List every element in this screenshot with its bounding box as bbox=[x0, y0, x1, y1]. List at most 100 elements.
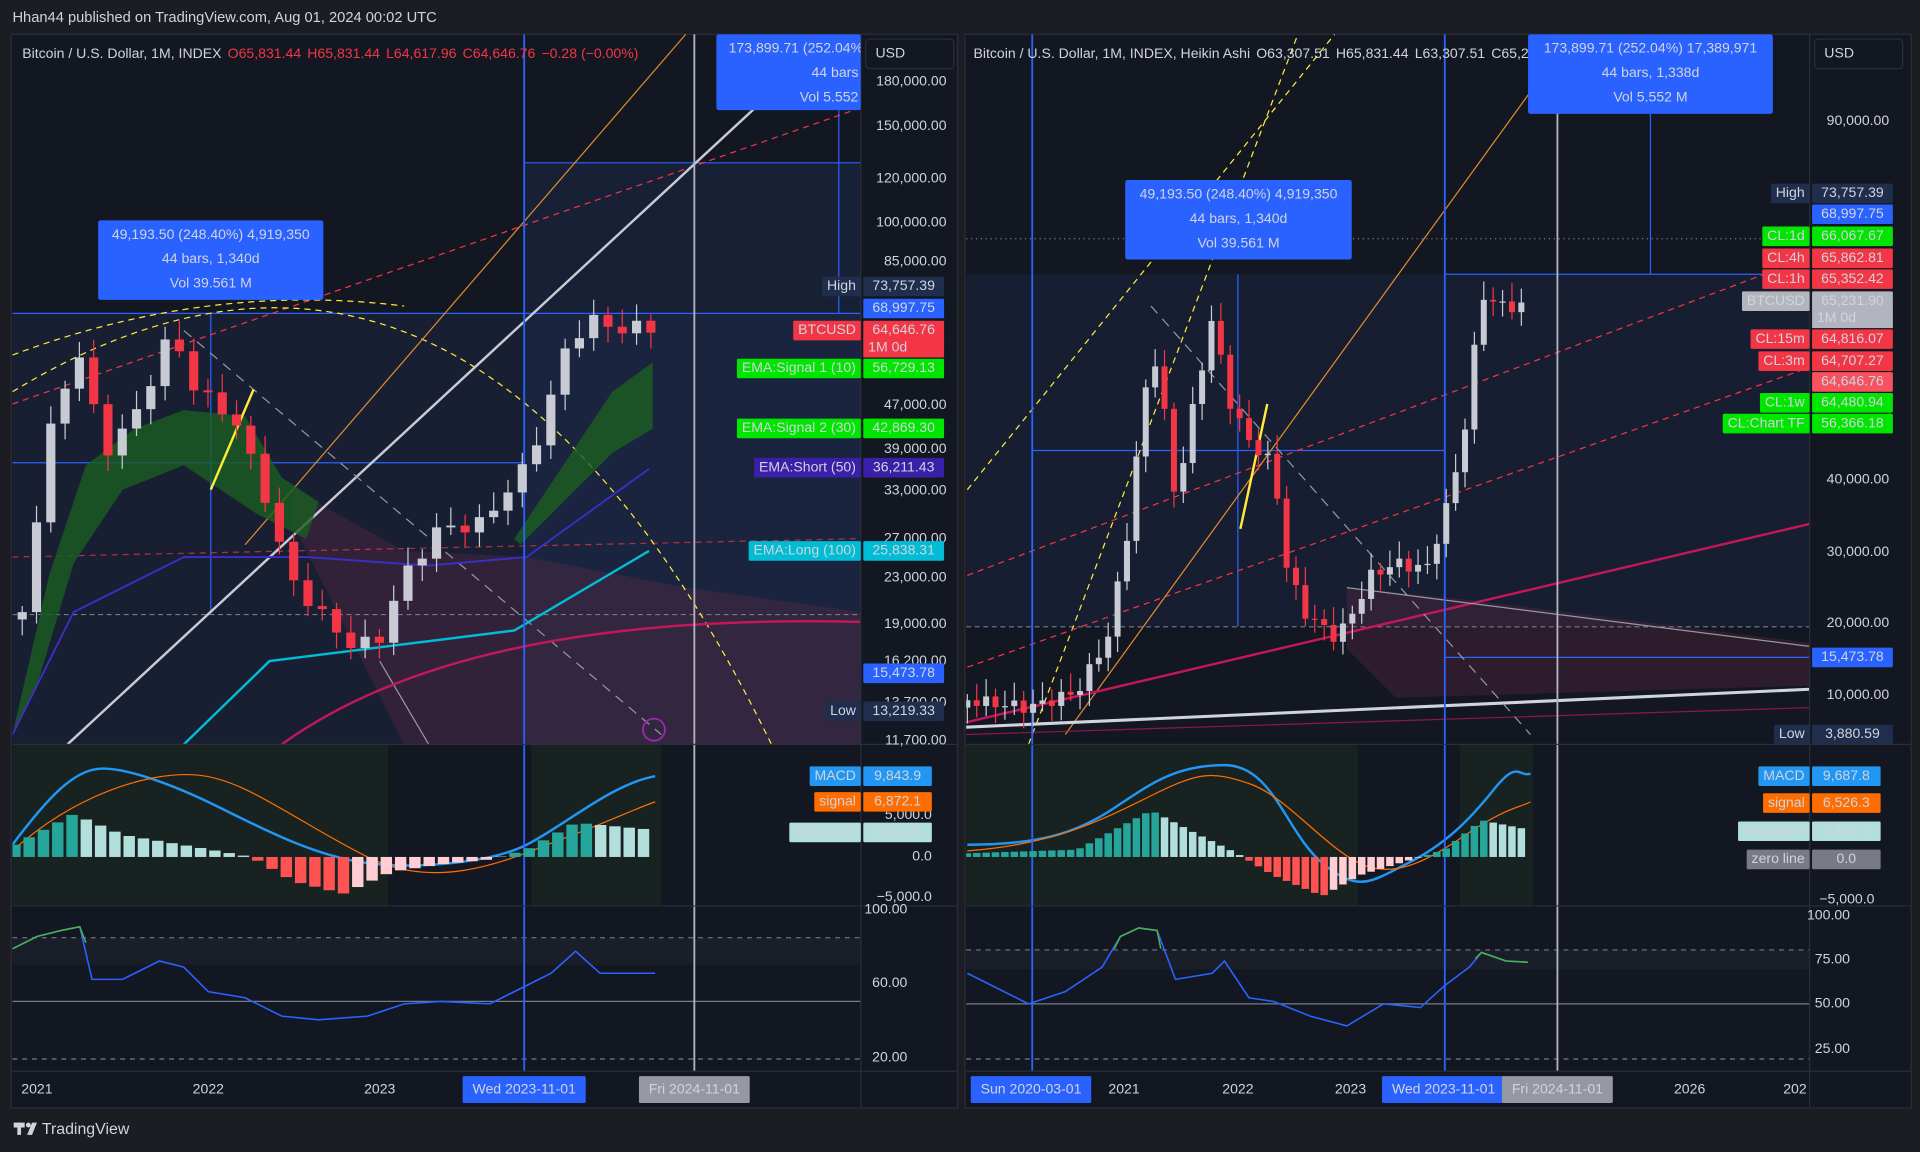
price-tag: 68,997.75 bbox=[872, 299, 935, 315]
histogram-bar bbox=[1395, 856, 1404, 864]
candle-body bbox=[189, 351, 199, 391]
histogram-bar bbox=[1085, 843, 1094, 857]
zone bbox=[1346, 587, 1810, 698]
candle-body bbox=[1058, 691, 1065, 706]
candle-body bbox=[146, 386, 156, 410]
candle-body bbox=[1433, 543, 1440, 564]
logo-part bbox=[27, 1122, 37, 1135]
histogram-bar bbox=[609, 826, 621, 857]
candle-body bbox=[1396, 558, 1403, 568]
rsi-axis-label: 50.00 bbox=[1815, 995, 1850, 1011]
legend-item: O65,831.44 bbox=[228, 45, 302, 61]
trend-line bbox=[967, 366, 1810, 668]
tag-label-box bbox=[754, 457, 861, 478]
drawing bbox=[1239, 403, 1269, 530]
measure-box-2: 173,899.71 (252.04%) 17,389,971 44 bars, … bbox=[1528, 34, 1773, 114]
price-axis-label: 47,000.00 bbox=[884, 396, 947, 412]
currency: USD bbox=[876, 45, 906, 61]
histogram-bar bbox=[509, 852, 521, 857]
histogram-bar bbox=[1151, 812, 1159, 857]
price-axis-label: 23,000.00 bbox=[884, 569, 947, 585]
price-tag: 42,869.30 bbox=[872, 419, 935, 435]
time-axis-label: 202 bbox=[1783, 1080, 1807, 1096]
tag-label: histogram bbox=[794, 823, 856, 839]
histogram-bar bbox=[1348, 856, 1357, 880]
tag-label-box bbox=[1774, 724, 1810, 745]
candle-body bbox=[1011, 700, 1018, 707]
candle-body bbox=[603, 314, 613, 327]
macd-axis-label: −5,000.0 bbox=[877, 888, 932, 904]
histogram-bar bbox=[294, 856, 307, 884]
tag-label-box bbox=[1738, 821, 1810, 842]
histogram-bar bbox=[580, 823, 593, 857]
candle-body bbox=[1274, 453, 1281, 499]
candle-body bbox=[246, 425, 256, 454]
measure-box-2: 173,899.71 (252.04% 44 bars Vol 5.552 bbox=[716, 34, 861, 111]
price-tag-box bbox=[1812, 183, 1893, 204]
histogram-bar bbox=[1404, 856, 1413, 861]
candle-body bbox=[1077, 691, 1084, 695]
price-tag-box bbox=[1812, 248, 1893, 269]
left-pane bbox=[10, 33, 959, 1109]
candle-body bbox=[1283, 498, 1290, 568]
price-tag: 56,366.18 bbox=[1821, 414, 1884, 430]
price-tag: 68,997.75 bbox=[1821, 205, 1884, 221]
histogram-bar bbox=[1057, 850, 1065, 857]
trend-line bbox=[244, 34, 687, 546]
candle-body bbox=[1490, 299, 1497, 302]
histogram-bar bbox=[352, 856, 364, 888]
macd-line bbox=[12, 767, 656, 867]
tag-label-box bbox=[809, 766, 861, 786]
macd-tag: 3,161.5 bbox=[1823, 822, 1870, 838]
time-axis-label: 2023 bbox=[364, 1080, 395, 1096]
price-tag-box bbox=[863, 418, 945, 439]
candle-body bbox=[1518, 302, 1525, 313]
price-tag: 15,473.78 bbox=[1821, 648, 1884, 664]
tag-label: BTCUSD bbox=[1747, 292, 1805, 308]
candle-body bbox=[1189, 404, 1196, 464]
trend-line bbox=[1150, 305, 1531, 735]
candle-body bbox=[973, 700, 980, 706]
candle-body bbox=[1415, 564, 1422, 572]
legend-item: L63,307.51 bbox=[1415, 45, 1486, 61]
tag-label: EMA:Short (50) bbox=[759, 458, 856, 474]
candle-body bbox=[1123, 540, 1130, 582]
macd-tag-box bbox=[1812, 821, 1881, 842]
rsi-line bbox=[12, 925, 87, 950]
histogram-bar bbox=[966, 853, 972, 857]
histogram-bar bbox=[380, 856, 393, 875]
histogram-bar bbox=[1217, 845, 1225, 857]
tag-label: signal bbox=[819, 793, 856, 809]
symbol-legend: Bitcoin / U.S. Dollar, 1M, INDEX O65,831.… bbox=[22, 45, 638, 61]
tag-label: High bbox=[1776, 184, 1805, 200]
histogram-bar bbox=[37, 829, 50, 857]
price-tag: 25,838.31 bbox=[872, 542, 935, 558]
histogram-bar bbox=[166, 843, 178, 857]
macd-tag: 9,843.9 bbox=[874, 767, 921, 783]
histogram-bar bbox=[1489, 822, 1497, 857]
candle-body bbox=[474, 517, 484, 533]
price-axis-label: 11,700.00 bbox=[885, 731, 947, 747]
histogram-bar bbox=[23, 837, 35, 857]
candle-body bbox=[360, 636, 370, 649]
candle-body bbox=[303, 580, 313, 607]
histogram-bar bbox=[1048, 850, 1056, 857]
macd-line bbox=[967, 763, 1531, 883]
alert-icon bbox=[642, 717, 666, 742]
macd-tag-box bbox=[1812, 793, 1881, 813]
price-axis-label: 10,000.00 bbox=[1827, 686, 1890, 702]
price-tag: 73,757.39 bbox=[1821, 184, 1884, 200]
tag-label-box bbox=[1746, 849, 1810, 870]
price-tag-box bbox=[863, 358, 945, 379]
candle-body bbox=[1001, 706, 1008, 708]
left-chart bbox=[12, 34, 861, 1072]
trend-line bbox=[1064, 82, 1538, 735]
legend-item: Bitcoin / U.S. Dollar, 1M, INDEX bbox=[22, 45, 222, 61]
candle-body bbox=[1292, 567, 1299, 586]
histogram-bar bbox=[123, 836, 135, 857]
histogram-bar bbox=[1104, 833, 1112, 857]
candle-body bbox=[631, 320, 642, 334]
tag-label: CL:3m bbox=[1763, 352, 1804, 368]
histogram-bar bbox=[223, 853, 235, 857]
